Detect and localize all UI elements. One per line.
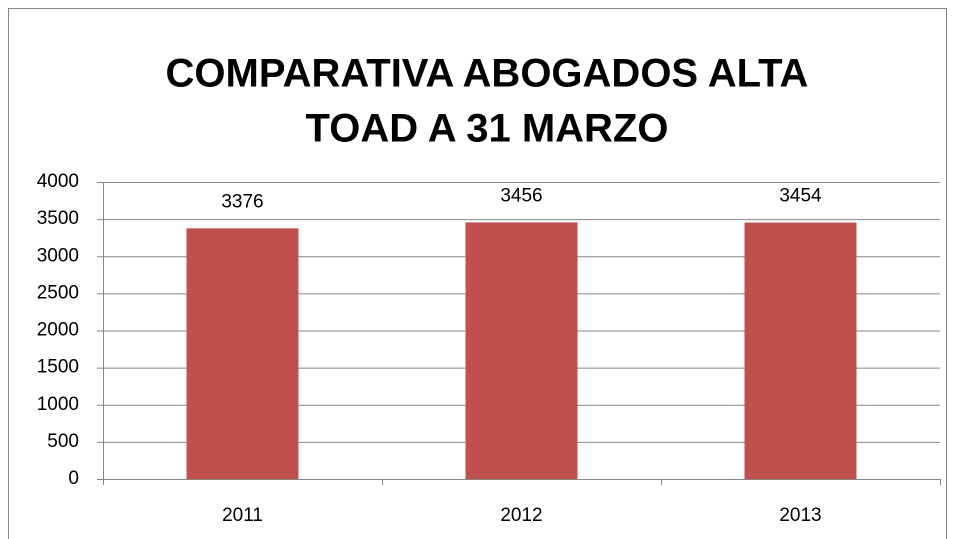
y-tick-label: 1500 (37, 357, 79, 378)
y-tick-label: 3000 (37, 245, 79, 266)
data-label: 3454 (779, 186, 822, 207)
y-tick-label: 500 (47, 431, 79, 452)
x-tick-label: 2012 (500, 505, 542, 526)
y-tick-label: 2000 (37, 320, 79, 341)
x-tick-label: 2013 (779, 505, 821, 526)
data-label: 3456 (500, 185, 542, 206)
bar (465, 222, 578, 479)
y-tick-label: 0 (68, 468, 79, 489)
y-tick-label: 3500 (37, 208, 79, 229)
data-label: 3376 (221, 191, 263, 212)
y-tick-label: 4000 (37, 171, 79, 192)
bar (186, 228, 299, 479)
x-tick-label: 2011 (222, 505, 263, 526)
chart-title: TOAD A 31 MARZO (306, 107, 669, 151)
chart-title: COMPARATIVA ABOGADOS ALTA (166, 52, 809, 96)
y-tick-label: 1000 (37, 394, 79, 415)
bar (744, 222, 857, 479)
y-tick-label: 2500 (37, 282, 79, 303)
